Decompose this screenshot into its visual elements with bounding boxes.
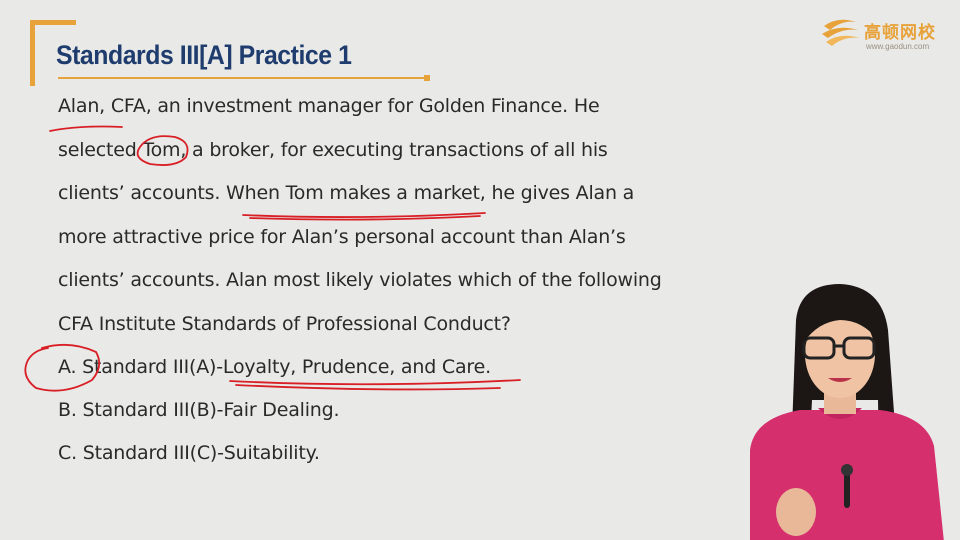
- title-bracket-horizontal: [30, 20, 76, 25]
- option-c: C. Standard III(C)-Suitability.: [58, 442, 320, 464]
- question-line: clients’ accounts. When Tom makes a mark…: [58, 182, 635, 204]
- underline-loyalty: [229, 379, 521, 386]
- logo-name: 高顿网校: [864, 23, 936, 43]
- underline-tom-market: [242, 212, 486, 218]
- slide-title: Standards III[A] Practice 1: [56, 40, 352, 70]
- presenter-video: [750, 284, 944, 540]
- underline-tom-market-2: [249, 215, 481, 221]
- title-underline: [58, 77, 428, 79]
- underline-alan: [49, 125, 123, 132]
- option-b: B. Standard III(B)-Fair Dealing.: [58, 399, 340, 421]
- title-underline-dot: [424, 75, 430, 81]
- title-bracket-vertical: [30, 20, 35, 86]
- question-line: clients’ accounts. Alan most likely viol…: [58, 269, 662, 291]
- question-line: Alan, CFA, an investment manager for Gol…: [58, 95, 600, 117]
- underline-loyalty-2: [235, 384, 501, 391]
- question-line: selected Tom, a broker, for executing tr…: [58, 139, 608, 161]
- brand-logo: 高顿网校 www.gaodun.com: [820, 14, 950, 56]
- question-line: CFA Institute Standards of Professional …: [58, 313, 511, 335]
- question-line: more attractive price for Alan’s persona…: [58, 226, 626, 248]
- gaodun-logo-icon: [822, 19, 860, 46]
- logo-url: www.gaodun.com: [866, 42, 930, 51]
- option-a: A. Standard III(A)-Loyalty, Prudence, an…: [58, 356, 491, 378]
